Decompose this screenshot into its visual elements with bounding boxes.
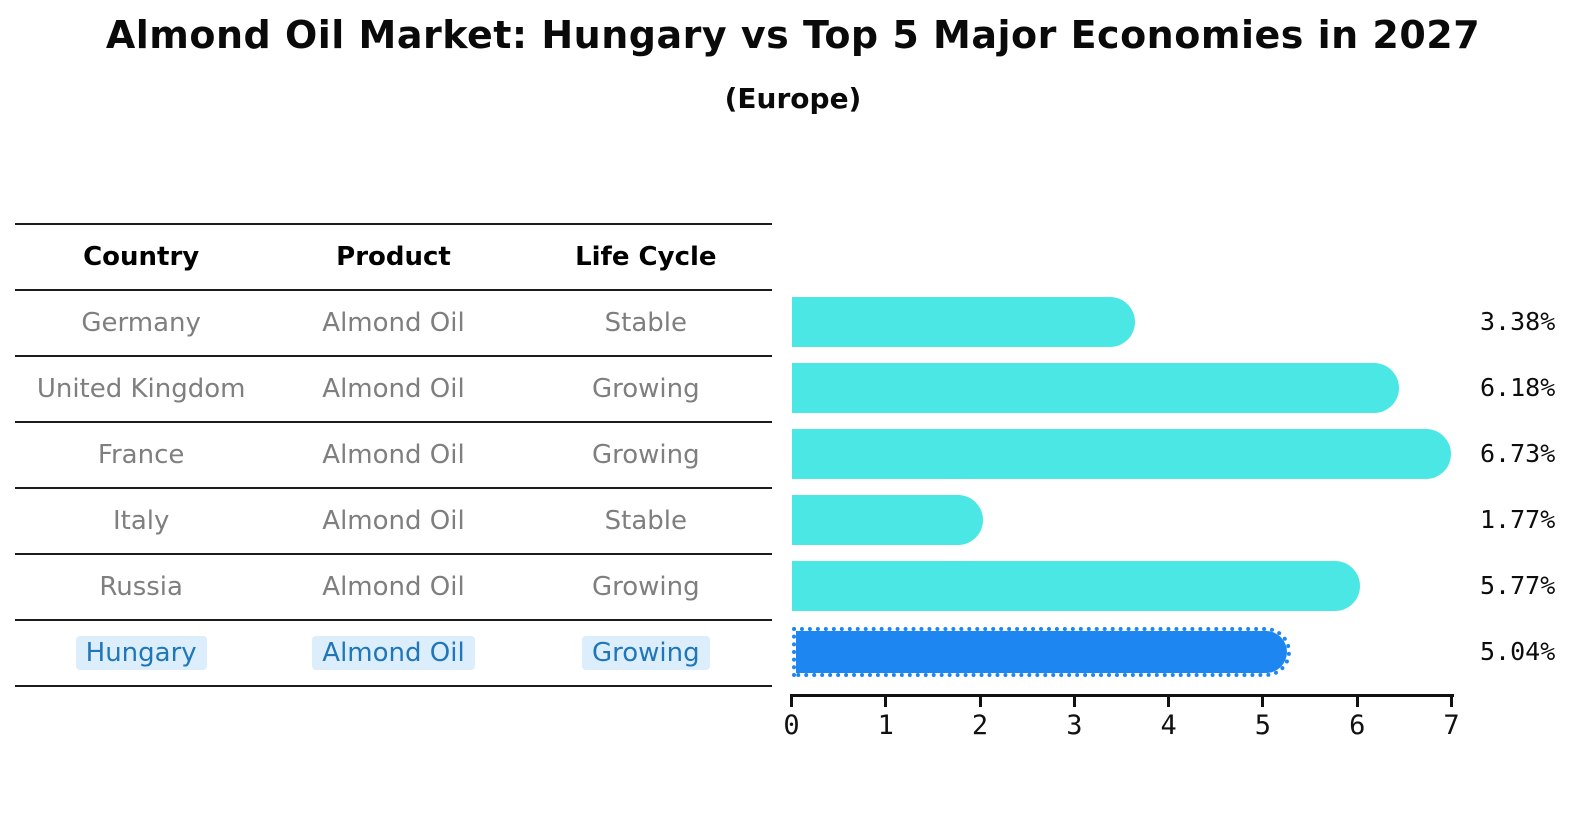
table-cell-life-cycle: Stable	[520, 504, 772, 538]
bar-row-russia: 5.77%	[792, 553, 1555, 619]
chart-title: Almond Oil Market: Hungary vs Top 5 Majo…	[105, 13, 1481, 57]
table-row-united-kingdom: United Kingdom Almond Oil Growing	[15, 355, 772, 421]
x-axis-tick	[1167, 697, 1171, 707]
table-cell-label: Growing	[581, 636, 710, 670]
table-cell-label: Growing	[591, 374, 700, 404]
x-axis-tick-label: 6	[1349, 710, 1366, 741]
chart-subtitle: (Europe)	[724, 82, 862, 115]
table-header-row: Country Product Life Cycle	[15, 223, 772, 289]
bar-russia	[792, 561, 1361, 611]
table-row-hungary: Hungary Almond Oil Growing	[15, 619, 772, 685]
table-cell-product: Almond Oil	[267, 306, 519, 340]
x-axis-tick-label: 1	[877, 710, 894, 741]
table-cell-country: France	[15, 438, 267, 472]
table-cell-product: Almond Oil	[267, 372, 519, 406]
table-header-label: Life Cycle	[575, 242, 717, 272]
bar-value-label: 5.04%	[1480, 637, 1556, 666]
x-axis-tick-label: 3	[1066, 710, 1083, 741]
table-cell-label: Italy	[112, 506, 170, 536]
bar-united-kingdom	[792, 363, 1399, 413]
table-cell-product: Almond Oil	[267, 636, 519, 670]
x-axis-tick	[1450, 697, 1453, 707]
table-cell-country: United Kingdom	[15, 372, 267, 406]
table-cell-life-cycle: Growing	[520, 636, 772, 670]
table-cell-label: Almond Oil	[322, 374, 465, 404]
bar-france	[792, 429, 1451, 479]
x-axis-tick	[1261, 697, 1265, 707]
x-axis-tick	[1072, 697, 1076, 707]
bar-row-united-kingdom: 6.18%	[792, 355, 1555, 421]
x-axis-tick	[978, 697, 982, 707]
table-body: Germany Almond Oil Stable United Kingdom Alm…	[15, 289, 772, 685]
table-cell-label: Almond Oil	[322, 506, 465, 536]
bar-row-france: 6.73%	[792, 421, 1555, 487]
table-cell-label: Almond Oil	[312, 636, 475, 670]
table-cell-label: Russia	[99, 572, 183, 602]
bar-row-hungary: 5.04%	[792, 619, 1555, 685]
x-axis-tick	[790, 697, 793, 707]
bar-value-label: 6.18%	[1480, 373, 1556, 402]
table-cell-life-cycle: Stable	[520, 306, 772, 340]
bar-value-label: 1.77%	[1480, 505, 1556, 534]
x-axis-tick	[1355, 697, 1359, 707]
table-header-country: Country	[15, 240, 267, 274]
table-cell-label: Germany	[81, 308, 201, 338]
bar-row-italy: 1.77%	[792, 487, 1555, 553]
x-axis-line	[790, 694, 1454, 697]
bar-row-germany: 3.38%	[792, 289, 1555, 355]
table-cell-label: United Kingdom	[36, 374, 246, 404]
x-axis-tick-label: 2	[971, 710, 989, 741]
table-cell-country: Italy	[15, 504, 267, 538]
bar-value-label: 3.38%	[1480, 307, 1556, 336]
table-header-label: Product	[336, 242, 451, 272]
table-cell-label: Growing	[591, 572, 700, 602]
bar-chart: 3.38% 6.18% 6.73% 1.77% 5.77% 5.04%	[792, 289, 1555, 685]
table-cell-country: Russia	[15, 570, 267, 604]
table-cell-label: Growing	[591, 440, 700, 470]
table-cell-country: Hungary	[15, 636, 267, 670]
table-cell-label: Hungary	[75, 636, 207, 670]
table-header-life-cycle: Life Cycle	[520, 240, 772, 274]
table-row-germany: Germany Almond Oil Stable	[15, 289, 772, 355]
table-header-label: Country	[83, 242, 200, 272]
table-cell-product: Almond Oil	[267, 570, 519, 604]
x-axis-tick-label: 0	[783, 710, 800, 741]
table-cell-label: Stable	[604, 506, 687, 536]
table-row-italy: Italy Almond Oil Stable	[15, 487, 772, 553]
bar-italy	[792, 495, 983, 545]
table-cell-life-cycle: Growing	[520, 570, 772, 604]
table-cell-label: Stable	[604, 308, 687, 338]
table-cell-label: France	[97, 440, 185, 470]
table-row-russia: Russia Almond Oil Growing	[15, 553, 772, 619]
bar-hungary	[792, 627, 1292, 677]
bar-germany	[792, 297, 1135, 347]
x-axis-tick-label: 7	[1443, 710, 1460, 741]
x-axis: 0 1 2 3 4 5 6 7	[783, 694, 1460, 764]
table-row-france: France Almond Oil Growing	[15, 421, 772, 487]
table-cell-label: Almond Oil	[322, 308, 465, 338]
table-cell-label: Almond Oil	[322, 572, 465, 602]
table-header-product: Product	[267, 240, 519, 274]
table-cell-life-cycle: Growing	[520, 372, 772, 406]
country-table: Country Product Life Cycle Germany Almond O…	[15, 223, 772, 687]
x-axis-tick-label: 4	[1160, 710, 1177, 741]
bar-value-label: 5.77%	[1480, 571, 1556, 600]
table-cell-product: Almond Oil	[267, 438, 519, 472]
table-cell-life-cycle: Growing	[520, 438, 772, 472]
x-axis-tick	[884, 697, 888, 707]
x-axis-tick-label: 5	[1254, 710, 1272, 741]
bar-value-label: 6.73%	[1480, 439, 1556, 468]
table-cell-label: Almond Oil	[322, 440, 465, 470]
table-cell-country: Germany	[15, 306, 267, 340]
table-cell-product: Almond Oil	[267, 504, 519, 538]
